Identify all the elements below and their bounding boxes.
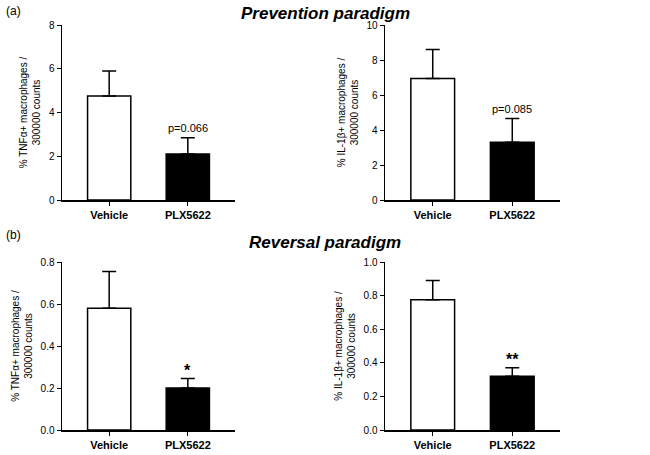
svg-text:Vehicle: Vehicle xyxy=(90,209,128,221)
svg-text:% IL-1β+ macrophages /300000 c: % IL-1β+ macrophages /300000 counts xyxy=(336,58,360,168)
svg-text:PLX5622: PLX5622 xyxy=(489,439,535,451)
svg-text:0.0: 0.0 xyxy=(364,425,378,436)
svg-text:Vehicle: Vehicle xyxy=(414,209,452,221)
svg-text:8: 8 xyxy=(372,55,378,66)
svg-text:6: 6 xyxy=(49,63,55,74)
svg-text:0.8: 0.8 xyxy=(364,290,378,301)
svg-text:8: 8 xyxy=(49,20,55,31)
svg-text:2: 2 xyxy=(49,151,55,162)
svg-text:6: 6 xyxy=(372,90,378,101)
svg-text:(b): (b) xyxy=(6,228,21,242)
svg-text:(a): (a) xyxy=(6,4,21,18)
svg-text:Reversal paradigm: Reversal paradigm xyxy=(249,233,401,252)
svg-text:1.0: 1.0 xyxy=(364,257,378,268)
svg-text:0.4: 0.4 xyxy=(41,341,55,352)
svg-text:*: * xyxy=(184,362,191,379)
svg-text:4: 4 xyxy=(372,125,378,136)
svg-text:PLX5622: PLX5622 xyxy=(489,209,535,221)
svg-text:0.6: 0.6 xyxy=(364,324,378,335)
svg-text:Prevention paradigm: Prevention paradigm xyxy=(241,4,410,23)
svg-text:p=0.066: p=0.066 xyxy=(168,122,208,134)
svg-text:0: 0 xyxy=(49,195,55,206)
svg-text:**: ** xyxy=(506,351,519,368)
svg-text:% IL-1β+ macrophages /300000 c: % IL-1β+ macrophages /300000 counts xyxy=(333,291,357,401)
svg-text:% TNFα+ macrophages /300000 co: % TNFα+ macrophages /300000 counts xyxy=(10,290,34,402)
svg-text:0.8: 0.8 xyxy=(41,257,55,268)
svg-text:0.0: 0.0 xyxy=(41,425,55,436)
svg-text:2: 2 xyxy=(372,160,378,171)
svg-text:PLX5622: PLX5622 xyxy=(165,209,211,221)
svg-text:10: 10 xyxy=(366,20,378,31)
svg-text:0.2: 0.2 xyxy=(364,391,378,402)
svg-text:0: 0 xyxy=(372,195,378,206)
svg-text:PLX5622: PLX5622 xyxy=(165,439,211,451)
svg-text:p=0.085: p=0.085 xyxy=(492,103,532,115)
svg-text:0.2: 0.2 xyxy=(41,383,55,394)
svg-text:Vehicle: Vehicle xyxy=(90,439,128,451)
svg-text:% TNFα+ macrophages /300000 co: % TNFα+ macrophages /300000 counts xyxy=(18,57,42,169)
svg-text:Vehicle: Vehicle xyxy=(414,439,452,451)
svg-text:0.6: 0.6 xyxy=(41,299,55,310)
svg-text:4: 4 xyxy=(49,107,55,118)
svg-text:0.4: 0.4 xyxy=(364,357,378,368)
